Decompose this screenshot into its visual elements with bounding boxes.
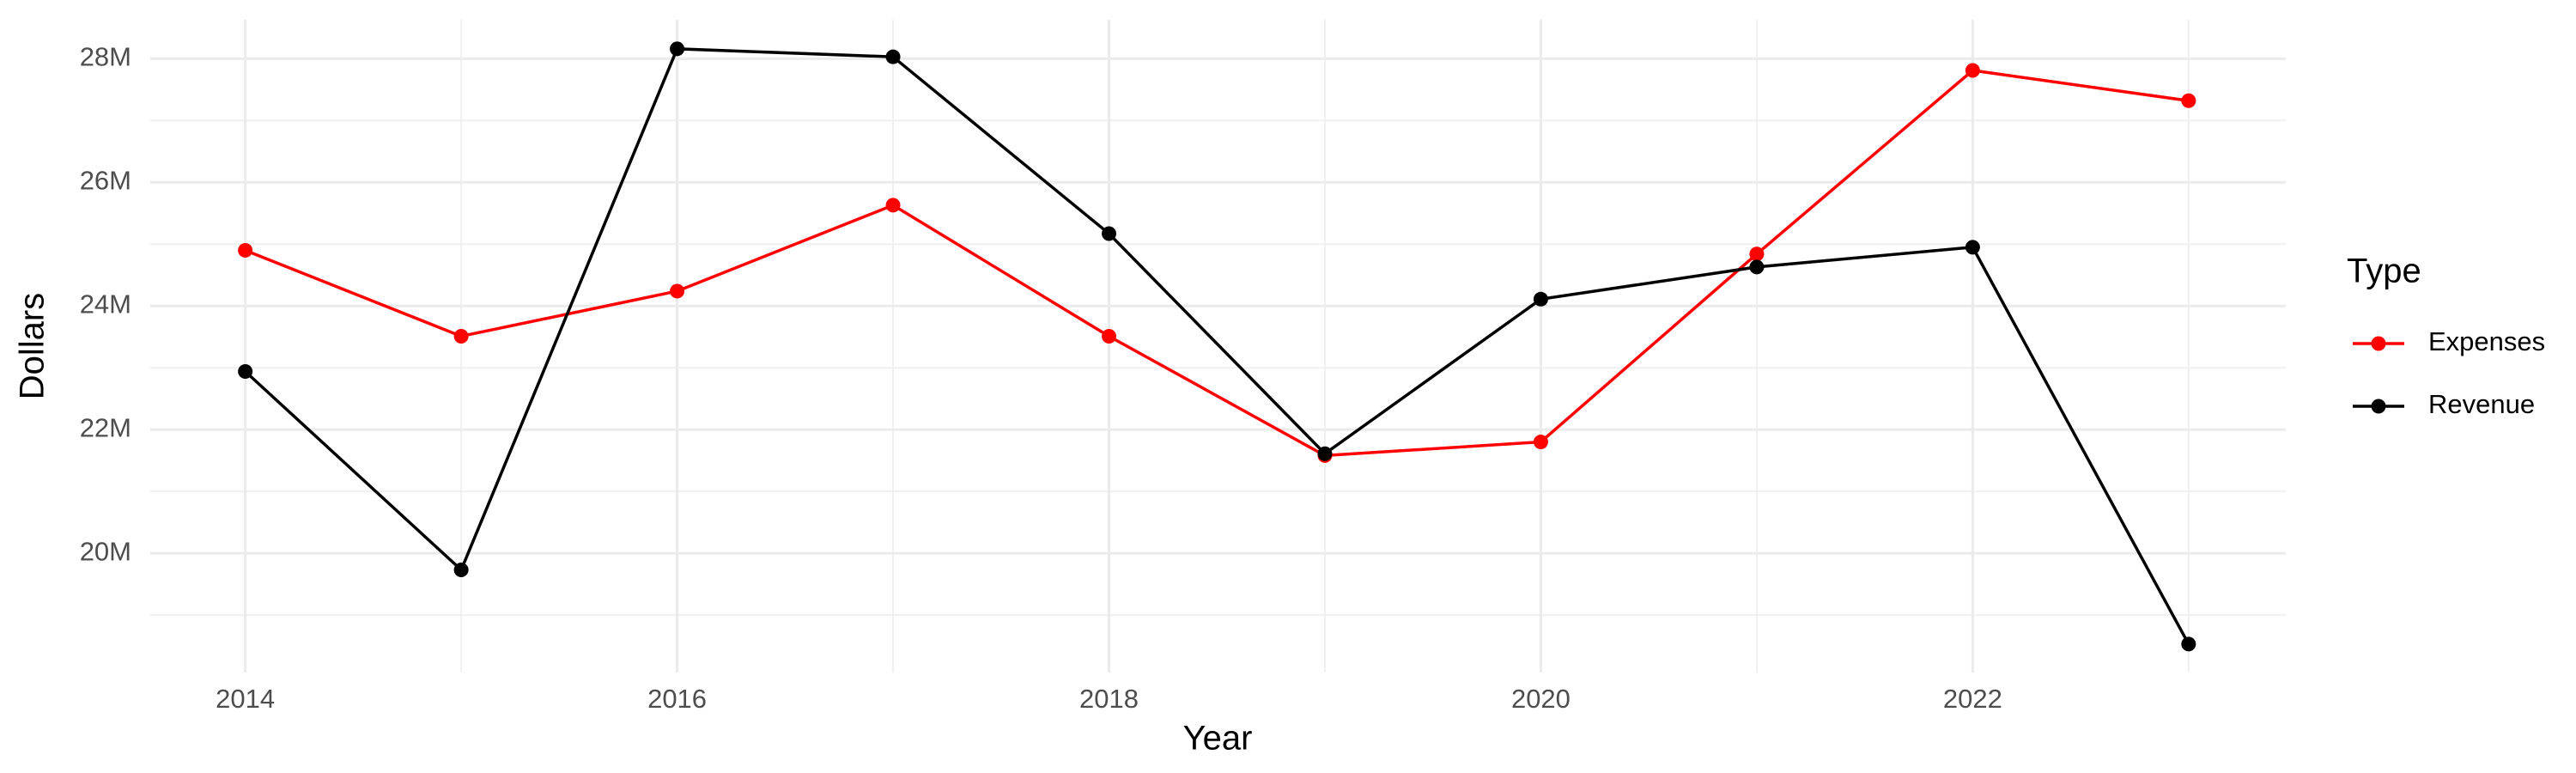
legend-key-point	[2371, 336, 2386, 351]
x-tick-label: 2016	[647, 684, 707, 714]
data-point	[1965, 63, 1980, 78]
x-tick-label: 2020	[1511, 684, 1571, 714]
data-point	[238, 242, 253, 258]
data-point	[453, 563, 469, 578]
data-point	[1533, 291, 1548, 307]
x-tick-label: 2018	[1079, 684, 1139, 714]
data-point	[1317, 446, 1333, 461]
data-point	[885, 49, 901, 64]
data-point	[1102, 226, 1117, 241]
data-point	[1749, 259, 1765, 275]
y-tick-label: 22M	[80, 412, 131, 442]
data-point	[885, 198, 901, 213]
data-point	[453, 328, 469, 344]
x-axis-title: Year	[1183, 720, 1253, 758]
y-axis-title: Dollars	[14, 293, 52, 399]
data-point	[238, 364, 253, 380]
legend-label: Expenses	[2428, 326, 2545, 356]
y-tick-label: 24M	[80, 289, 131, 319]
x-tick-label: 2014	[216, 684, 275, 714]
y-tick-label: 20M	[80, 536, 131, 566]
data-point	[670, 41, 685, 57]
data-point	[1102, 328, 1117, 344]
data-point	[1749, 247, 1765, 262]
data-point	[1965, 240, 1980, 255]
y-tick-label: 26M	[80, 165, 131, 195]
data-point	[1533, 435, 1548, 450]
data-point	[2181, 93, 2196, 108]
legend-key-point	[2371, 399, 2386, 414]
y-tick-label: 28M	[80, 42, 131, 72]
legend-title: Type	[2347, 253, 2421, 290]
legend-label: Revenue	[2428, 389, 2535, 419]
x-tick-label: 2022	[1943, 684, 2002, 714]
data-point	[2181, 636, 2196, 652]
data-point	[670, 283, 685, 299]
series-line	[244, 47, 2190, 645]
series-line	[244, 69, 2190, 458]
